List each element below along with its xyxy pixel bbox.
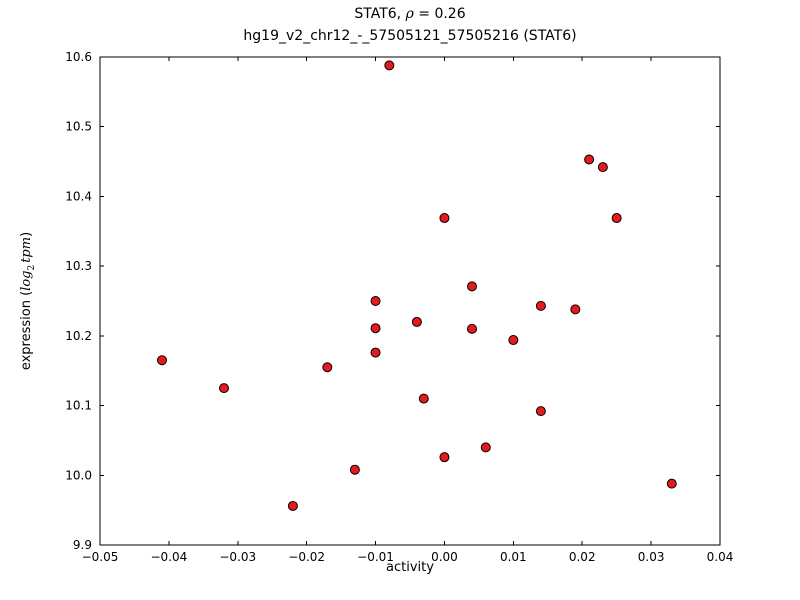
scatter-point bbox=[157, 355, 167, 366]
scatter-point bbox=[666, 478, 677, 489]
scatter-point bbox=[370, 347, 381, 358]
scatter-point bbox=[611, 213, 622, 224]
x-tick-label: −0.02 bbox=[288, 550, 325, 564]
x-axis-label: activity bbox=[386, 560, 434, 575]
chart-title-name: STAT6, bbox=[354, 6, 406, 22]
y-tick-label: 10.3 bbox=[65, 259, 92, 273]
scatter-point bbox=[584, 154, 595, 165]
x-tick-label: 0.01 bbox=[500, 550, 527, 564]
y-tick-label: 10.6 bbox=[65, 50, 92, 64]
scatter-point bbox=[467, 281, 477, 292]
x-tick-label: −0.05 bbox=[82, 550, 119, 564]
scatter-point bbox=[439, 213, 450, 224]
plot-frame bbox=[99, 56, 721, 546]
y-tick-label: 10.4 bbox=[65, 189, 92, 203]
chart-title-rho: ρ bbox=[405, 6, 414, 22]
x-tick-label: 0.03 bbox=[638, 550, 665, 564]
chart-title: STAT6, ρ = 0.26 bbox=[100, 6, 720, 22]
scatter-point bbox=[597, 162, 608, 173]
scatter-point bbox=[322, 362, 333, 373]
scatter-point bbox=[439, 452, 450, 463]
scatter-point bbox=[370, 323, 381, 334]
y-tick-label: 10.5 bbox=[65, 120, 92, 134]
y-tick-label: 10.0 bbox=[65, 468, 92, 482]
scatter-point bbox=[480, 442, 491, 453]
scatter-point bbox=[570, 304, 581, 315]
x-tick-label: −0.04 bbox=[150, 550, 187, 564]
chart-title-value: = 0.26 bbox=[413, 6, 466, 22]
x-tick-label: −0.03 bbox=[219, 550, 256, 564]
scatter-point bbox=[219, 383, 229, 394]
x-tick-label: 0.04 bbox=[707, 550, 734, 564]
scatter-point bbox=[508, 335, 519, 346]
y-tick-label: 9.9 bbox=[73, 538, 92, 552]
scatter-point bbox=[370, 296, 381, 306]
x-tick-label: 0.00 bbox=[431, 550, 458, 564]
scatter-point bbox=[384, 60, 395, 71]
scatter-point bbox=[535, 406, 546, 417]
y-tick-label: 10.1 bbox=[65, 399, 92, 413]
x-tick-label: −0.01 bbox=[357, 550, 394, 564]
scatter-point bbox=[418, 393, 429, 404]
x-tick-label: 0.02 bbox=[569, 550, 596, 564]
chart-subtitle: hg19_v2_chr12_-_57505121_57505216 (STAT6… bbox=[243, 28, 577, 44]
scatter-point bbox=[535, 300, 546, 311]
scatter-point bbox=[349, 464, 360, 475]
y-tick-label: 10.2 bbox=[65, 329, 92, 343]
scatter-point bbox=[411, 316, 422, 327]
scatter-point bbox=[467, 323, 477, 334]
scatter-point bbox=[287, 500, 298, 511]
